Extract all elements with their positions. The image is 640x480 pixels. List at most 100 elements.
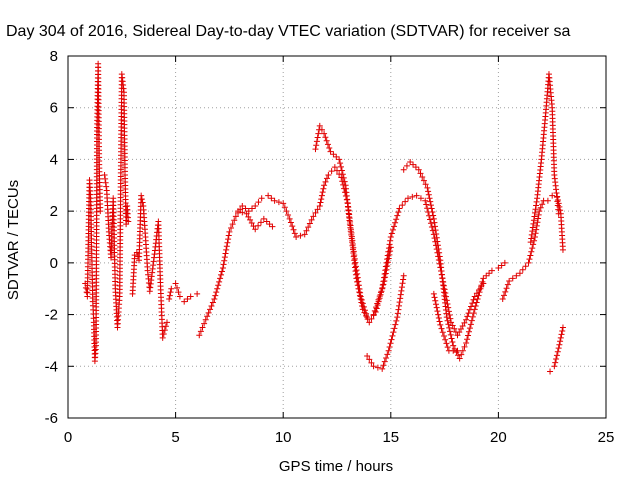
data-point — [208, 302, 215, 309]
data-point — [385, 255, 392, 262]
data-point — [547, 368, 554, 375]
data-point — [290, 226, 297, 233]
data-point — [465, 328, 472, 335]
data-point — [431, 219, 438, 226]
data-point — [394, 314, 401, 321]
x-tick-labels: 0 5 10 15 20 25 — [64, 429, 615, 446]
data-point — [216, 278, 223, 285]
data-point — [458, 351, 465, 358]
data-point — [530, 217, 537, 224]
data-point — [286, 215, 293, 222]
data-point — [463, 340, 470, 347]
data-point — [556, 341, 563, 348]
data-point — [225, 232, 232, 239]
data-point — [554, 348, 561, 355]
data-points — [82, 60, 566, 375]
data-point — [501, 259, 508, 266]
y-tick-label: 6 — [50, 100, 58, 117]
data-point — [194, 290, 201, 297]
data-point — [516, 270, 523, 277]
data-point — [454, 332, 461, 339]
data-point — [159, 334, 166, 341]
data-point — [392, 219, 399, 226]
data-point — [283, 208, 290, 215]
data-point — [125, 218, 132, 225]
data-point — [389, 332, 396, 339]
data-point — [449, 322, 456, 329]
data-point — [461, 319, 468, 326]
data-point — [205, 309, 212, 316]
data-point — [427, 220, 434, 227]
data-point — [397, 295, 404, 302]
data-point — [306, 220, 313, 227]
data-point — [457, 326, 464, 333]
data-point — [444, 344, 451, 351]
data-point — [312, 146, 319, 153]
data-point — [443, 340, 450, 347]
data-point — [383, 259, 390, 266]
data-point — [321, 130, 328, 137]
data-point — [376, 295, 383, 302]
data-point — [318, 196, 325, 203]
data-point — [506, 277, 513, 284]
data-point — [442, 290, 449, 297]
data-point — [559, 246, 566, 253]
data-point — [260, 215, 267, 222]
data-point — [409, 193, 416, 200]
data-point — [555, 345, 562, 352]
data-point — [384, 351, 391, 358]
data-point — [373, 305, 380, 312]
data-point — [316, 202, 323, 209]
data-point — [396, 205, 403, 212]
data-point — [531, 213, 538, 220]
data-point — [318, 126, 325, 133]
data-point — [217, 275, 224, 282]
data-point — [363, 312, 370, 319]
data-point — [503, 285, 510, 292]
data-point — [530, 220, 537, 227]
data-point — [359, 306, 366, 313]
data-point — [382, 270, 389, 277]
data-point — [196, 332, 203, 339]
data-point — [393, 317, 400, 324]
data-point — [382, 274, 389, 281]
data-point — [257, 219, 264, 226]
data-point — [417, 170, 424, 177]
data-point — [529, 224, 536, 231]
data-point — [287, 219, 294, 226]
data-point — [499, 296, 506, 303]
data-point — [471, 306, 478, 313]
data-point — [266, 221, 273, 228]
data-point — [435, 245, 442, 252]
data-point — [478, 282, 485, 289]
data-point — [528, 248, 535, 255]
data-point — [252, 226, 259, 233]
data-point — [480, 275, 487, 282]
data-point — [446, 328, 453, 335]
data-point — [535, 215, 542, 222]
data-point — [422, 197, 429, 204]
data-point — [374, 364, 381, 371]
data-point — [474, 296, 481, 303]
data-point — [255, 222, 262, 229]
data-point — [446, 324, 453, 331]
data-point — [551, 363, 558, 370]
data-point — [214, 285, 221, 292]
data-point — [380, 362, 387, 369]
data-point — [368, 315, 375, 322]
data-point — [219, 265, 226, 272]
data-point — [201, 320, 208, 327]
data-point — [220, 261, 227, 268]
x-tick-label: 20 — [490, 429, 507, 446]
data-point — [427, 216, 434, 223]
data-point — [377, 291, 384, 298]
data-point — [465, 310, 472, 317]
data-point — [473, 299, 480, 306]
data-point — [433, 234, 440, 241]
data-point — [229, 221, 236, 228]
data-point — [513, 272, 520, 279]
data-point — [391, 223, 398, 230]
data-point — [390, 329, 397, 336]
data-point — [314, 206, 321, 213]
